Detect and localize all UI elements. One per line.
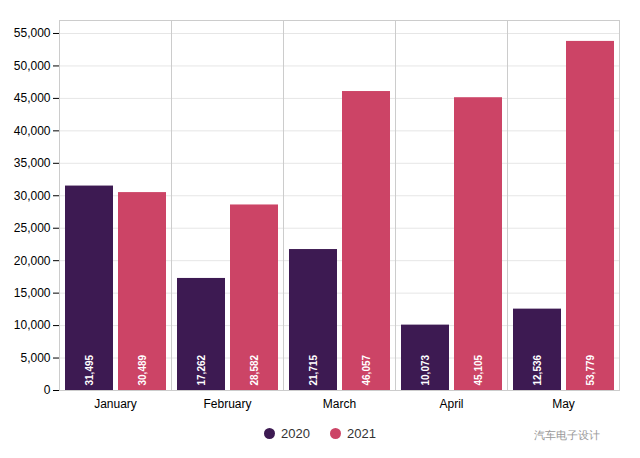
svg-text:17,262: 17,262	[196, 354, 207, 385]
svg-text:April: April	[439, 397, 463, 411]
svg-text:March: March	[323, 397, 356, 411]
svg-text:28,582: 28,582	[249, 354, 260, 385]
svg-text:15,000: 15,000	[14, 286, 51, 300]
svg-text:55,000: 55,000	[14, 26, 51, 40]
svg-text:January: January	[94, 397, 137, 411]
svg-text:10,073: 10,073	[420, 354, 431, 385]
svg-text:May: May	[552, 397, 575, 411]
svg-text:12,536: 12,536	[532, 354, 543, 385]
svg-text:45,105: 45,105	[473, 354, 484, 385]
svg-text:25,000: 25,000	[14, 221, 51, 235]
svg-text:5,000: 5,000	[20, 351, 50, 365]
html-text:汽车电子设计: 汽车电子设计	[534, 429, 600, 441]
svg-text:46,057: 46,057	[361, 354, 372, 385]
svg-text:0: 0	[44, 383, 51, 397]
svg-text:45,000: 45,000	[14, 91, 51, 105]
svg-text:40,000: 40,000	[14, 124, 51, 138]
svg-text:30,000: 30,000	[14, 189, 51, 203]
svg-text:35,000: 35,000	[14, 156, 51, 170]
html-text:2021: 2021	[347, 426, 376, 441]
svg-text:30,489: 30,489	[137, 354, 148, 385]
svg-text:10,000: 10,000	[14, 318, 51, 332]
html-text:2020: 2020	[281, 426, 310, 441]
svg-text:31,495: 31,495	[84, 354, 95, 385]
svg-text:21,715: 21,715	[308, 354, 319, 385]
svg-text:53,779: 53,779	[585, 354, 596, 385]
svg-text:20,000: 20,000	[14, 254, 51, 268]
svg-text:50,000: 50,000	[14, 59, 51, 73]
svg-text:February: February	[203, 397, 251, 411]
